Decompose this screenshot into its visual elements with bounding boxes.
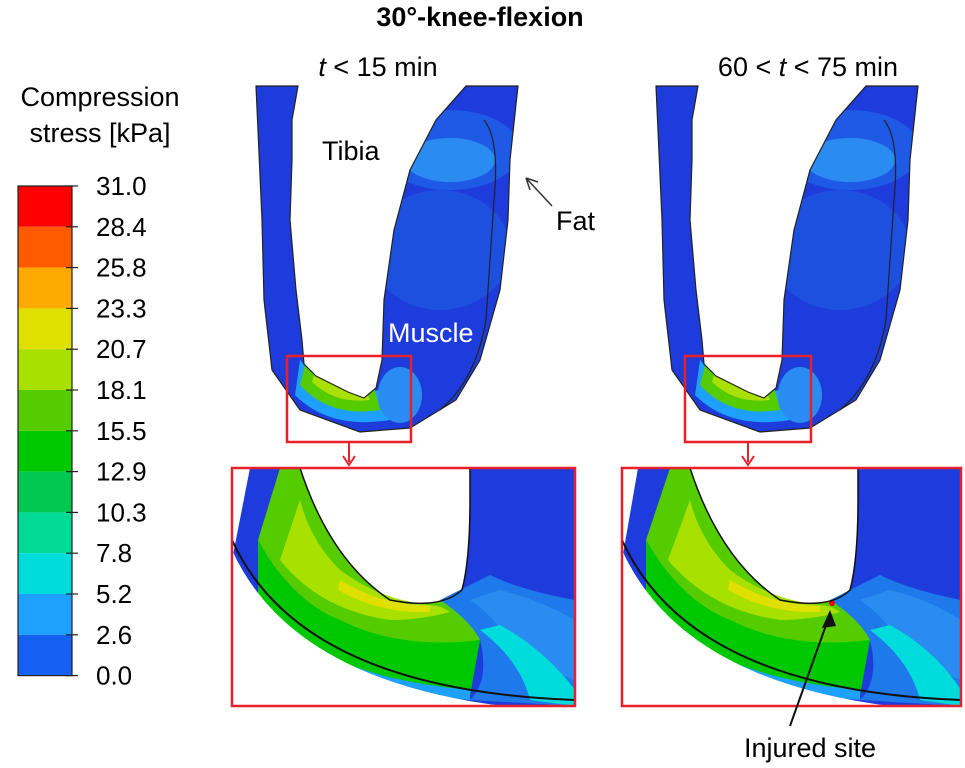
- legend-tick-label: 12.9: [96, 457, 147, 487]
- buttock-model-left: [255, 85, 519, 467]
- buttock-model-right: [655, 85, 919, 467]
- legend-tick-label: 15.5: [96, 416, 147, 446]
- legend-tick-label: 31.0: [96, 171, 147, 201]
- legend-tick-label: 0.0: [96, 661, 132, 691]
- legend-tick-label: 2.6: [96, 620, 132, 650]
- color-legend: 31.0 28.4 25.8 23.3 20.7 18.1 15.5 12.9 10.3 7.8 5…: [17, 171, 147, 691]
- legend-swatch: [18, 594, 72, 635]
- panel-time-label-left: t < 15 min: [318, 52, 437, 82]
- fat-arrow: [525, 177, 553, 207]
- legend-heading-line2: stress [kPa]: [29, 118, 170, 148]
- label-tibia: Tibia: [322, 136, 381, 166]
- legend-swatch: [18, 267, 72, 309]
- legend-tick-label: 5.2: [96, 579, 132, 609]
- figure-title: 30°-knee-flexion: [376, 2, 583, 32]
- label-muscle: Muscle: [388, 318, 474, 348]
- zoom-frame-left: [230, 466, 577, 708]
- legend-tick-label: 28.4: [96, 212, 147, 242]
- legend-tick-label: 18.1: [96, 375, 147, 405]
- injured-site-arrow: [789, 613, 831, 727]
- legend-swatch: [18, 634, 72, 676]
- legend-tick-label: 10.3: [96, 497, 147, 527]
- zoom-panel-left: [230, 466, 577, 708]
- legend-swatch: [18, 349, 72, 390]
- label-fat: Fat: [556, 206, 596, 236]
- legend-swatch: [18, 308, 72, 350]
- legend-tick-label: 7.8: [96, 538, 132, 568]
- legend-swatch: [18, 390, 72, 431]
- legend-heading-line1: Compression: [20, 82, 179, 112]
- legend-swatch: [18, 430, 72, 472]
- legend-swatch: [18, 226, 72, 268]
- legend-tick-label: 23.3: [96, 293, 147, 323]
- legend-tick-label: 20.7: [96, 334, 147, 364]
- panel-time-label-right: 60 < t < 75 min: [718, 52, 898, 82]
- legend-swatch: [18, 471, 72, 513]
- legend-tick-label: 25.8: [96, 253, 147, 283]
- legend-swatch: [18, 553, 72, 594]
- legend-swatch: [18, 186, 72, 227]
- legend-swatch: [18, 512, 72, 554]
- zoom-panel-right: [620, 466, 963, 708]
- zoom-frame-right: [620, 466, 963, 708]
- label-injured-site: Injured site: [744, 733, 876, 763]
